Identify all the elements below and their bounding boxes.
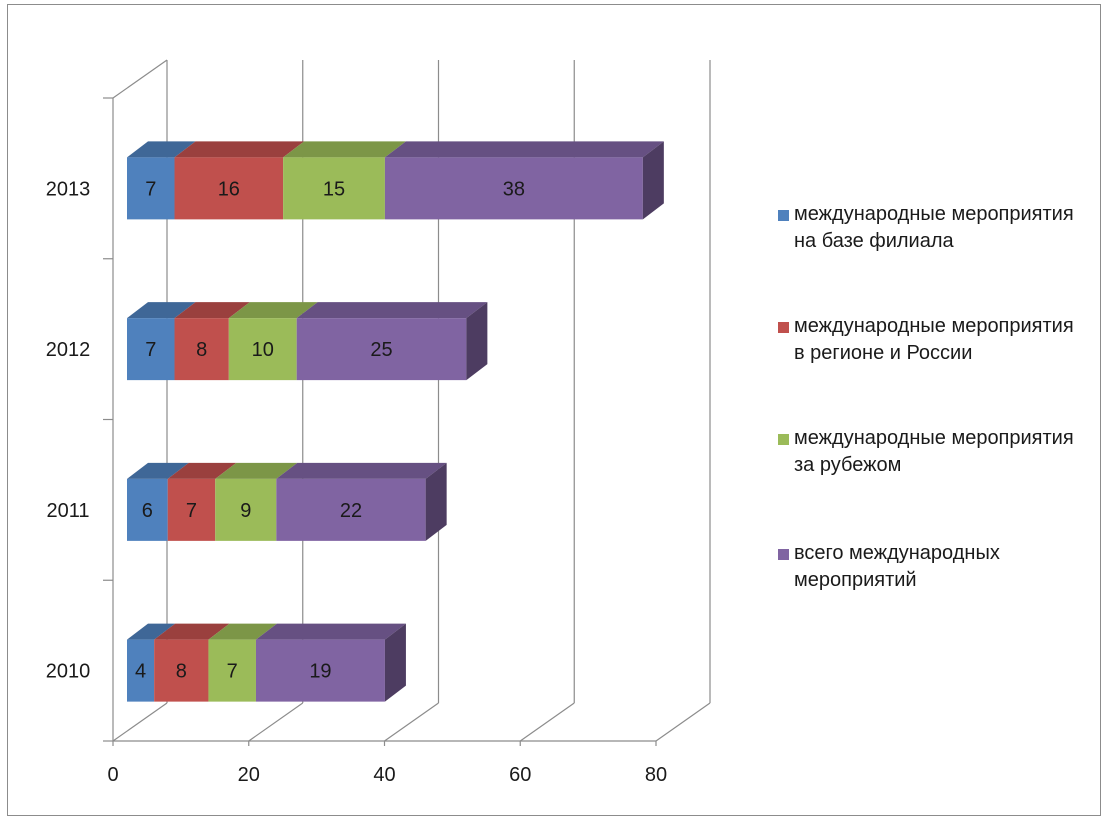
y-tick-label-2: 2012 bbox=[46, 339, 91, 361]
data-label-2013-0: 7 bbox=[145, 178, 156, 200]
bar-top-2011-3 bbox=[276, 462, 447, 479]
y-tick-label-3: 2013 bbox=[46, 178, 91, 200]
bar-side-2011 bbox=[425, 462, 447, 541]
x-tick-label-3: 60 bbox=[509, 764, 531, 786]
data-label-2010-2: 7 bbox=[227, 661, 238, 683]
bar-2013-3 bbox=[384, 157, 643, 220]
bar-top-2013-0 bbox=[127, 141, 196, 158]
legend-label-2: международные мероприятия за рубежом bbox=[794, 427, 1074, 476]
data-label-2010-1: 8 bbox=[176, 661, 187, 683]
bar-2010-2 bbox=[208, 639, 256, 702]
data-label-2013-2: 15 bbox=[323, 178, 345, 200]
bar-top-2012-3 bbox=[296, 302, 488, 319]
data-label-2011-3: 22 bbox=[340, 500, 362, 522]
bars-layer bbox=[127, 141, 664, 702]
bar-2012-1 bbox=[174, 318, 229, 381]
bar-2011-1 bbox=[167, 478, 216, 541]
data-label-2010-0: 4 bbox=[135, 661, 146, 683]
x-tick-label-2: 40 bbox=[373, 764, 395, 786]
bar-top-2013-3 bbox=[384, 141, 664, 158]
data-label-2011-2: 9 bbox=[240, 500, 251, 522]
legend-label-3: всего международных мероприятий bbox=[794, 542, 1000, 591]
bar-top-2010-3 bbox=[255, 623, 406, 640]
data-label-2011-1: 7 bbox=[186, 500, 197, 522]
data-label-2010-3: 19 bbox=[309, 661, 331, 683]
bar-2013-2 bbox=[283, 157, 385, 220]
bar-2010-1 bbox=[154, 639, 209, 702]
bar-top-2012-2 bbox=[228, 302, 318, 319]
floor-line-1 bbox=[248, 702, 304, 742]
labels-layer: 0 20 40 60 80 2010 4 8 7 19 2011 6 7 9 22 2012 7 8 10 25 201… bbox=[46, 178, 667, 786]
bar-2011-0 bbox=[127, 478, 168, 541]
data-label-2012-0: 7 bbox=[145, 339, 156, 361]
y-tick-label-0: 2010 bbox=[46, 661, 91, 683]
bar-2012-0 bbox=[127, 318, 175, 381]
bar-top-2012-1 bbox=[174, 302, 250, 319]
bar-top-2011-1 bbox=[167, 462, 237, 479]
data-label-2013-3: 38 bbox=[503, 178, 525, 200]
bar-top-2012-0 bbox=[127, 302, 196, 319]
x-tick-label-4: 80 bbox=[645, 764, 667, 786]
bar-2010-0 bbox=[127, 639, 155, 702]
bar-2012-3 bbox=[296, 318, 467, 381]
data-label-2012-1: 8 bbox=[196, 339, 207, 361]
side-wall-top bbox=[112, 59, 168, 99]
bar-2011-2 bbox=[215, 478, 277, 541]
bar-top-2011-2 bbox=[215, 462, 298, 479]
legend-label-0: международные мероприятия на базе филиал… bbox=[794, 203, 1074, 252]
data-label-2013-1: 16 bbox=[218, 178, 240, 200]
legend-swatch-0 bbox=[778, 210, 789, 221]
bar-top-2011-0 bbox=[127, 462, 189, 479]
bar-top-2010-2 bbox=[208, 623, 277, 640]
x-tick-label-1: 20 bbox=[238, 764, 260, 786]
floor-line-2 bbox=[384, 702, 439, 742]
bar-top-2013-2 bbox=[283, 141, 406, 158]
axis-layer bbox=[103, 59, 657, 746]
legend-swatch-1 bbox=[778, 322, 789, 333]
bar-top-2010-1 bbox=[154, 623, 230, 640]
y-tick-label-1: 2011 bbox=[46, 500, 89, 522]
legend-swatch-2 bbox=[778, 434, 789, 445]
bar-top-2010-0 bbox=[127, 623, 176, 640]
floor-line-4 bbox=[655, 702, 711, 742]
bar-2013-1 bbox=[174, 157, 284, 220]
bar-side-2012 bbox=[466, 302, 488, 381]
data-label-2012-3: 25 bbox=[370, 339, 392, 361]
legend-label-1: международные мероприятия в регионе и Ро… bbox=[794, 315, 1074, 364]
bar-2013-0 bbox=[127, 157, 175, 220]
legend-swatch-3 bbox=[778, 549, 789, 560]
bar-top-2013-1 bbox=[174, 141, 305, 158]
bar-2010-3 bbox=[255, 639, 385, 702]
floor-line-0 bbox=[112, 702, 168, 742]
bar-side-2013 bbox=[642, 141, 664, 220]
floor-line-3 bbox=[519, 702, 575, 742]
bar-side-2010 bbox=[384, 623, 406, 702]
data-label-2011-0: 6 bbox=[142, 500, 153, 522]
x-tick-label-0: 0 bbox=[107, 764, 118, 786]
bar-2011-3 bbox=[276, 478, 426, 541]
data-label-2012-2: 10 bbox=[252, 339, 274, 361]
bar-2012-2 bbox=[228, 318, 297, 381]
